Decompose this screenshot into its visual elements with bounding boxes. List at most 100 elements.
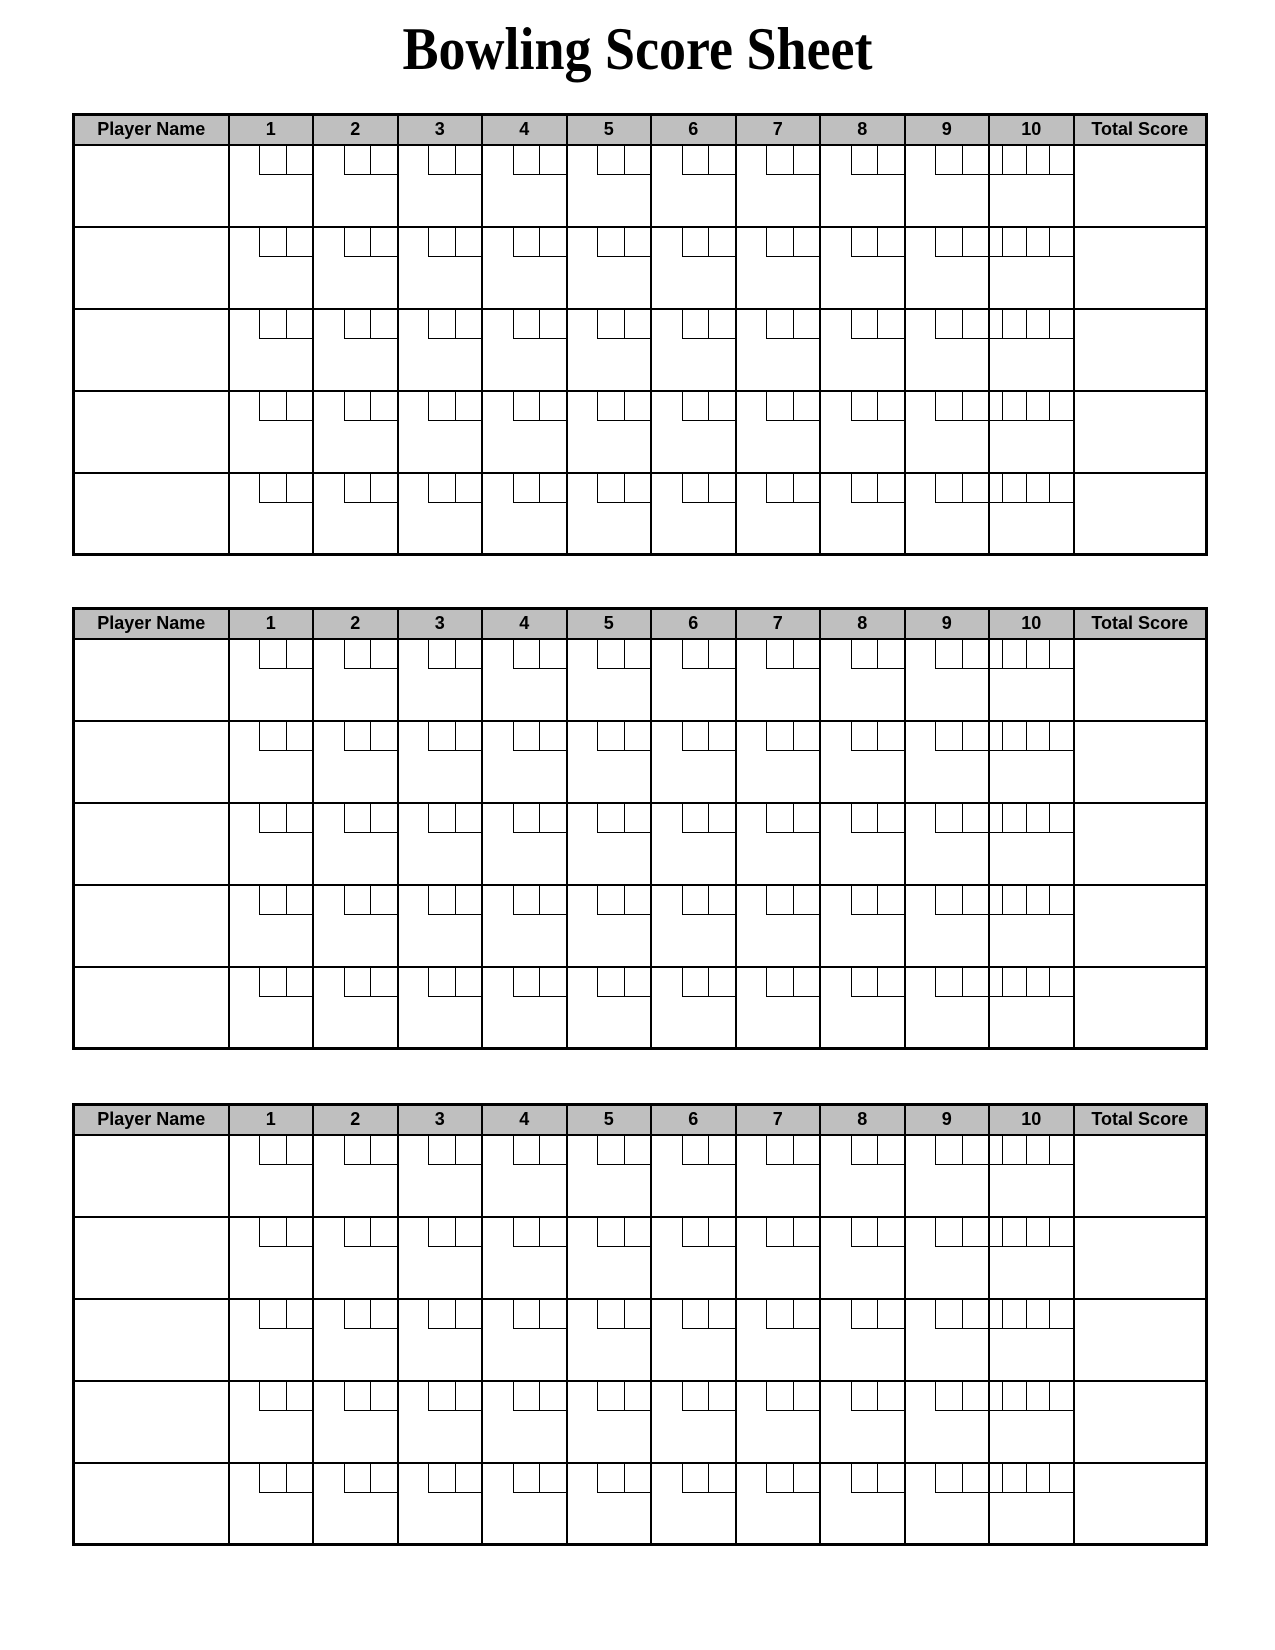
throw-box[interactable] — [428, 967, 455, 997]
throw-box[interactable] — [512, 227, 539, 257]
throw-box[interactable] — [877, 1299, 904, 1329]
throw-box[interactable] — [370, 1135, 397, 1165]
throw-box[interactable] — [1049, 1299, 1073, 1329]
throw-box[interactable] — [539, 1463, 566, 1493]
throw-box[interactable] — [454, 639, 481, 669]
frame-cell-4[interactable] — [481, 1379, 568, 1464]
throw-box[interactable] — [512, 967, 539, 997]
throw-box[interactable] — [766, 803, 793, 833]
frame-cell-3[interactable] — [396, 719, 483, 804]
throw-box[interactable] — [597, 227, 624, 257]
throw-box[interactable] — [961, 885, 988, 915]
throw-box[interactable] — [792, 227, 819, 257]
throw-box[interactable] — [877, 885, 904, 915]
frame-cell-2[interactable] — [312, 471, 399, 556]
frame-cell-8[interactable] — [819, 307, 906, 392]
throw-box[interactable] — [708, 639, 735, 669]
throw-box[interactable] — [1049, 639, 1073, 669]
frame-cell-6[interactable] — [650, 719, 737, 804]
throw-box[interactable] — [792, 1463, 819, 1493]
throw-box[interactable] — [961, 391, 988, 421]
throw-box[interactable] — [539, 721, 566, 751]
throw-box[interactable] — [877, 473, 904, 503]
throw-box[interactable] — [623, 227, 650, 257]
throw-box[interactable] — [766, 1463, 793, 1493]
frame-cell-9[interactable] — [903, 1379, 990, 1464]
throw-box[interactable] — [512, 1135, 539, 1165]
frame-cell-9[interactable] — [903, 1297, 990, 1382]
throw-box[interactable] — [877, 1135, 904, 1165]
frame-cell-8[interactable] — [819, 1461, 906, 1546]
throw-box[interactable] — [877, 639, 904, 669]
throw-box[interactable] — [343, 639, 370, 669]
player-name-cell[interactable] — [72, 389, 230, 474]
throw-box[interactable] — [343, 721, 370, 751]
throw-box[interactable] — [1025, 391, 1049, 421]
throw-box[interactable] — [370, 803, 397, 833]
total-score-cell[interactable] — [1072, 1133, 1208, 1218]
throw-box[interactable] — [708, 803, 735, 833]
frame-cell-7[interactable] — [734, 143, 821, 228]
throw-box[interactable] — [850, 967, 877, 997]
throw-box[interactable] — [961, 1381, 988, 1411]
frame-cell-3[interactable] — [396, 1379, 483, 1464]
throw-box[interactable] — [428, 309, 455, 339]
throw-box[interactable] — [850, 885, 877, 915]
frame-cell-4[interactable] — [481, 225, 568, 310]
throw-box[interactable] — [623, 1463, 650, 1493]
throw-box[interactable] — [708, 721, 735, 751]
throw-box[interactable] — [623, 639, 650, 669]
frame-cell-5[interactable] — [565, 225, 652, 310]
throw-box[interactable] — [1002, 227, 1026, 257]
throw-box[interactable] — [1049, 1463, 1073, 1493]
throw-box[interactable] — [792, 391, 819, 421]
throw-box[interactable] — [961, 803, 988, 833]
frame-cell-9[interactable] — [903, 1461, 990, 1546]
throw-box[interactable] — [877, 967, 904, 997]
frame-cell-4[interactable] — [481, 801, 568, 886]
frame-cell-2[interactable] — [312, 719, 399, 804]
frame-cell-6[interactable] — [650, 637, 737, 722]
frame-cell-4[interactable] — [481, 719, 568, 804]
throw-box[interactable] — [792, 145, 819, 175]
frame-cell-9[interactable] — [903, 1215, 990, 1300]
throw-box[interactable] — [877, 227, 904, 257]
frame-cell-6[interactable] — [650, 1461, 737, 1546]
frame-cell-5[interactable] — [565, 965, 652, 1050]
throw-box[interactable] — [935, 1463, 962, 1493]
throw-box[interactable] — [512, 721, 539, 751]
frame-cell-1[interactable] — [227, 307, 314, 392]
frame-cell-7[interactable] — [734, 1133, 821, 1218]
frame-cell-5[interactable] — [565, 883, 652, 968]
throw-box[interactable] — [766, 145, 793, 175]
frame-cell-5[interactable] — [565, 801, 652, 886]
throw-box[interactable] — [454, 473, 481, 503]
frame-cell-3[interactable] — [396, 225, 483, 310]
frame-cell-5[interactable] — [565, 1461, 652, 1546]
frame-cell-1[interactable] — [227, 801, 314, 886]
frame-cell-5[interactable] — [565, 719, 652, 804]
frame-cell-4[interactable] — [481, 1133, 568, 1218]
throw-box[interactable] — [766, 1135, 793, 1165]
throw-box[interactable] — [961, 967, 988, 997]
throw-box[interactable] — [370, 145, 397, 175]
throw-box[interactable] — [681, 473, 708, 503]
throw-box[interactable] — [539, 1217, 566, 1247]
throw-box[interactable] — [681, 1299, 708, 1329]
throw-box[interactable] — [597, 721, 624, 751]
throw-box[interactable] — [961, 721, 988, 751]
throw-box[interactable] — [539, 639, 566, 669]
frame-cell-9[interactable] — [903, 965, 990, 1050]
total-score-cell[interactable] — [1072, 637, 1208, 722]
throw-box[interactable] — [766, 1299, 793, 1329]
frame-cell-2[interactable] — [312, 307, 399, 392]
throw-box[interactable] — [428, 227, 455, 257]
frame-cell-10[interactable] — [988, 1297, 1075, 1382]
throw-box[interactable] — [370, 227, 397, 257]
frame-cell-10[interactable] — [988, 143, 1075, 228]
throw-box[interactable] — [454, 1381, 481, 1411]
frame-cell-4[interactable] — [481, 883, 568, 968]
throw-box[interactable] — [708, 473, 735, 503]
throw-box[interactable] — [1025, 473, 1049, 503]
frame-cell-6[interactable] — [650, 1297, 737, 1382]
